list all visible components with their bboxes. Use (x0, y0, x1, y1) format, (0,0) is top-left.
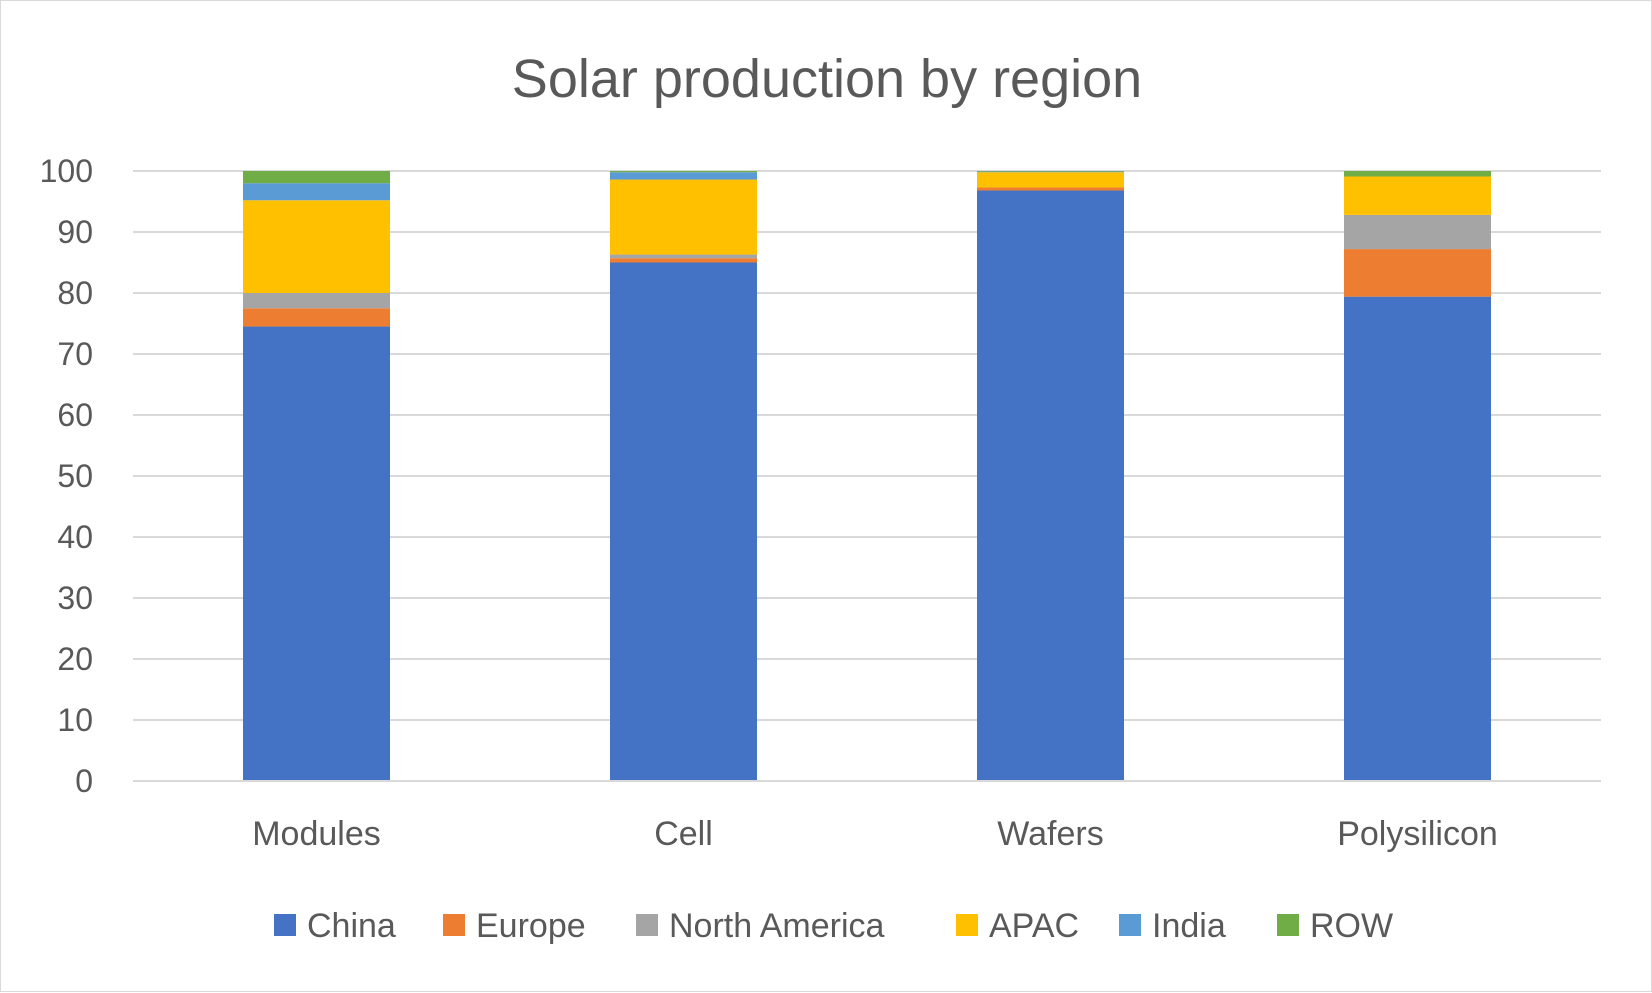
bar-segment-row (977, 171, 1124, 172)
bar-segment-china (1344, 296, 1491, 781)
y-tick-label: 40 (57, 519, 93, 555)
y-tick-label: 20 (57, 641, 93, 677)
bar-segment-india (977, 171, 1124, 173)
legend-swatch (1119, 914, 1141, 936)
legend-swatch (636, 914, 658, 936)
bar-segment-china (243, 326, 390, 781)
bar-segment-india (610, 172, 757, 180)
y-axis-ticks: 0 10 20 30 40 50 60 70 80 90 100 (40, 153, 93, 799)
bar-segment-europe (977, 187, 1124, 191)
y-tick-label: 90 (57, 214, 93, 250)
legend-swatch (956, 914, 978, 936)
bar-segment-apac (1344, 176, 1491, 215)
legend: China Europe North America APAC India ROW (274, 907, 1393, 945)
legend-label: ROW (1310, 907, 1393, 945)
bar-segment-europe (243, 308, 390, 327)
bar-segment-row (610, 171, 757, 173)
legend-swatch (1277, 914, 1299, 936)
y-tick-label: 10 (57, 702, 93, 738)
bar-segment-europe (610, 258, 757, 263)
y-tick-label: 50 (57, 458, 93, 494)
chart-title: Solar production by region (512, 49, 1142, 109)
legend-label: APAC (989, 907, 1079, 945)
x-category-label: Wafers (997, 815, 1103, 853)
y-tick-label: 60 (57, 397, 93, 433)
legend-label: North America (669, 907, 884, 945)
x-category-label: Cell (654, 815, 713, 853)
bar-segment-row (243, 171, 390, 184)
y-tick-label: 30 (57, 580, 93, 616)
legend-swatch (443, 914, 465, 936)
bar-segment-north-america (243, 293, 390, 309)
legend-label: India (1152, 907, 1226, 945)
y-tick-label: 80 (57, 275, 93, 311)
bar-segment-europe (1344, 249, 1491, 297)
bar-segment-apac (610, 179, 757, 255)
legend-label: China (307, 907, 396, 945)
y-tick-label: 0 (75, 763, 93, 799)
x-axis-labels: Modules Cell Wafers Polysilicon (252, 815, 1498, 853)
legend-swatch (274, 914, 296, 936)
legend-label: Europe (476, 907, 586, 945)
x-category-label: Modules (252, 815, 381, 853)
bar-segment-china (610, 262, 757, 781)
bar-segment-apac (977, 172, 1124, 188)
bar-segment-north-america (610, 254, 757, 259)
y-tick-label: 100 (40, 153, 93, 189)
bar-segment-north-america (1344, 214, 1491, 250)
bar-segment-row (1344, 171, 1491, 177)
bar-segment-china (977, 190, 1124, 781)
x-category-label: Polysilicon (1337, 815, 1498, 853)
y-tick-label: 70 (57, 336, 93, 372)
bars (243, 171, 1491, 781)
bar-segment-apac (243, 200, 390, 293)
bar-segment-india (243, 183, 390, 201)
